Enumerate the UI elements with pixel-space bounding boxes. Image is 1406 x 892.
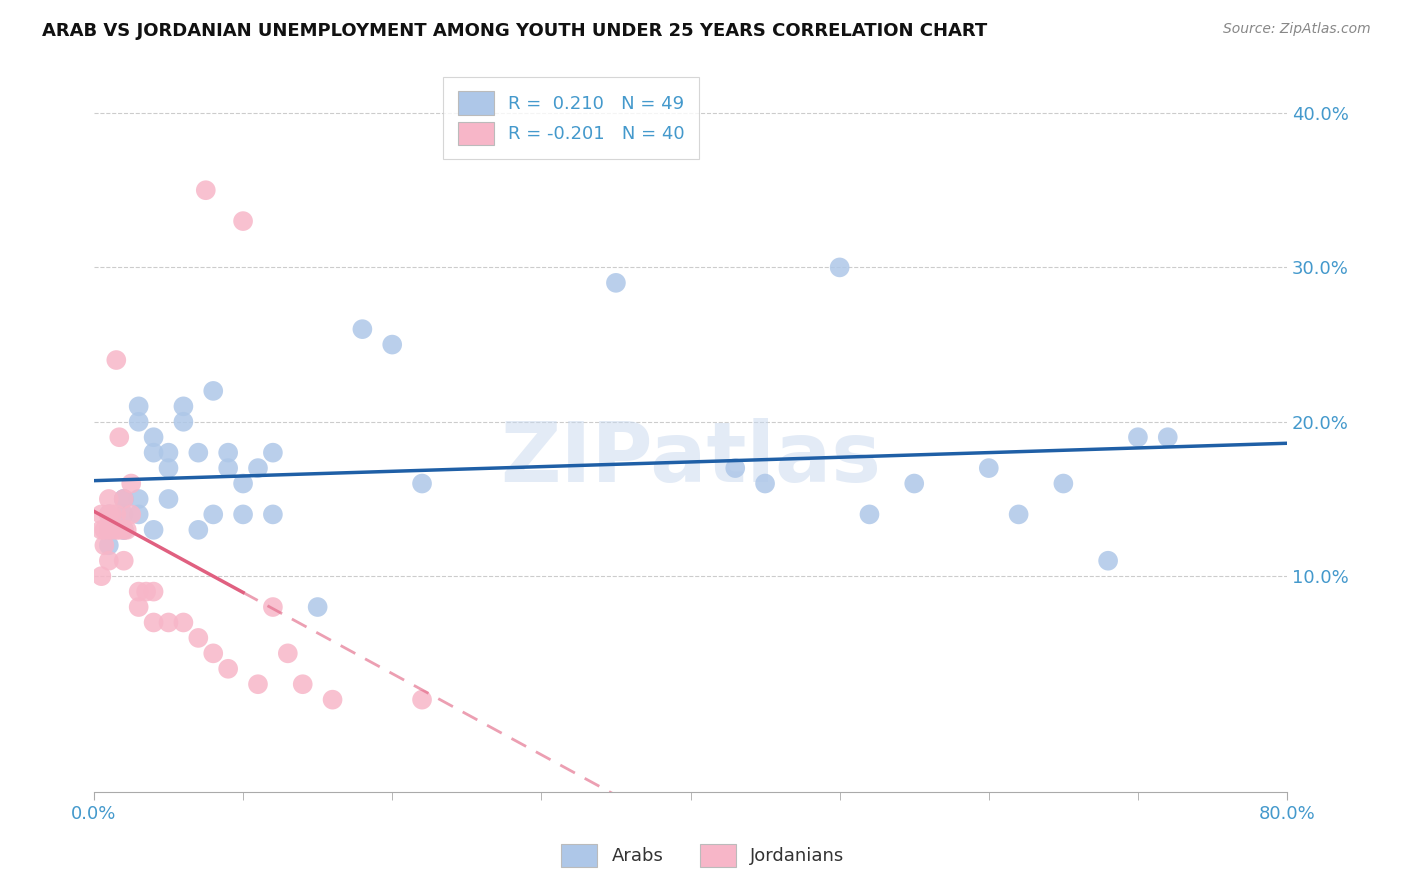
Text: ARAB VS JORDANIAN UNEMPLOYMENT AMONG YOUTH UNDER 25 YEARS CORRELATION CHART: ARAB VS JORDANIAN UNEMPLOYMENT AMONG YOU… (42, 22, 987, 40)
Point (232, 476, 254, 491)
Point (605, 276, 627, 290)
Point (97, 523, 120, 537)
Point (828, 260, 851, 275)
Point (142, 430, 165, 444)
Point (1157, 430, 1180, 444)
Point (93, 523, 115, 537)
Point (105, 523, 128, 537)
Point (135, 584, 157, 599)
Point (112, 508, 135, 522)
Point (232, 508, 254, 522)
Point (262, 445, 284, 459)
Legend: R =  0.210   N = 49, R = -0.201   N = 40: R = 0.210 N = 49, R = -0.201 N = 40 (443, 77, 699, 160)
Point (277, 646, 299, 660)
Point (90, 508, 112, 522)
Point (246, 677, 269, 691)
Point (187, 631, 209, 645)
Point (128, 400, 150, 414)
Point (112, 554, 135, 568)
Point (142, 615, 165, 630)
Point (90, 523, 112, 537)
Point (262, 508, 284, 522)
Point (187, 445, 209, 459)
Point (262, 600, 284, 615)
Point (352, 322, 374, 336)
Point (112, 491, 135, 506)
Point (142, 445, 165, 459)
Point (142, 523, 165, 537)
Point (97, 508, 120, 522)
Text: Source: ZipAtlas.com: Source: ZipAtlas.com (1223, 22, 1371, 37)
Point (246, 461, 269, 475)
Point (157, 461, 180, 475)
Point (157, 445, 180, 459)
Point (1097, 554, 1119, 568)
Point (1052, 476, 1074, 491)
Point (232, 214, 254, 228)
Point (97, 538, 120, 552)
Point (858, 508, 880, 522)
Point (194, 183, 217, 197)
Point (112, 523, 135, 537)
Point (93, 538, 115, 552)
Point (112, 491, 135, 506)
Point (90, 569, 112, 583)
Point (322, 692, 344, 706)
Point (108, 430, 131, 444)
Point (112, 523, 135, 537)
Point (97, 523, 120, 537)
Point (97, 523, 120, 537)
Point (291, 677, 314, 691)
Point (142, 584, 165, 599)
Point (411, 476, 433, 491)
Point (157, 615, 180, 630)
Point (1007, 508, 1029, 522)
Point (120, 476, 142, 491)
Point (187, 523, 209, 537)
Point (217, 461, 239, 475)
Point (381, 337, 404, 351)
Point (97, 508, 120, 522)
Point (120, 508, 142, 522)
Point (105, 508, 128, 522)
Point (108, 523, 131, 537)
Point (754, 476, 776, 491)
Point (202, 646, 225, 660)
Point (97, 491, 120, 506)
Point (202, 384, 225, 398)
Legend: Arabs, Jordanians: Arabs, Jordanians (554, 837, 852, 874)
Point (411, 692, 433, 706)
Point (217, 662, 239, 676)
Point (217, 445, 239, 459)
Point (101, 508, 124, 522)
Point (172, 400, 194, 414)
Text: ZIPatlas: ZIPatlas (501, 418, 882, 499)
Point (977, 461, 1000, 475)
Point (1126, 430, 1149, 444)
Point (97, 554, 120, 568)
Point (112, 491, 135, 506)
Point (101, 523, 124, 537)
Point (97, 508, 120, 522)
Point (112, 523, 135, 537)
Point (128, 508, 150, 522)
Point (128, 600, 150, 615)
Point (105, 353, 128, 368)
Point (903, 476, 925, 491)
Point (202, 508, 225, 522)
Point (128, 415, 150, 429)
Point (115, 523, 138, 537)
Point (724, 461, 747, 475)
Point (157, 491, 180, 506)
Point (128, 491, 150, 506)
Point (172, 415, 194, 429)
Point (307, 600, 329, 615)
Point (128, 584, 150, 599)
Point (172, 615, 194, 630)
